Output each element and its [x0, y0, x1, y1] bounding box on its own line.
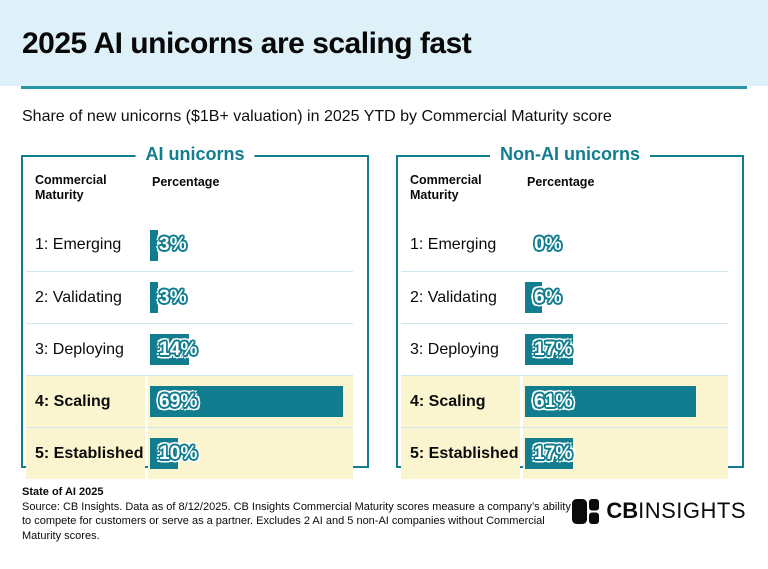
maturity-label: 5: Established — [401, 428, 520, 479]
cbinsights-logo: CBINSIGHTS — [572, 498, 746, 524]
percentage-value: 0% — [534, 234, 562, 255]
percentage-bar-cell: 10% — [148, 428, 353, 479]
percentage-value: 6% — [534, 286, 562, 308]
table-row: 5: Established 10% — [26, 427, 353, 479]
maturity-label: 2: Validating — [35, 288, 122, 306]
column-header-percentage: Percentage — [527, 175, 595, 189]
maturity-label: 1: Emerging — [35, 236, 122, 253]
table-row: 2: Validating 3% — [26, 271, 353, 323]
percentage-value: 17% — [534, 442, 573, 464]
percentage-bar — [525, 386, 696, 417]
cbinsights-logo-icon — [572, 498, 600, 524]
column-headers: Commercial Maturity Percentage — [26, 173, 353, 217]
panel-non-ai-unicorns: Non-AI unicorns Commercial Maturity Perc… — [396, 144, 744, 479]
percentage-bar-cell: 0% — [523, 219, 728, 271]
percentage-bar-cell: 61% — [523, 376, 728, 427]
maturity-label: 1: Emerging — [410, 236, 497, 253]
percentage-value: 14% — [159, 338, 198, 360]
percentage-bar-cell: 69% — [148, 376, 353, 427]
header-band: 2025 AI unicorns are scaling fast — [0, 0, 768, 86]
header-divider — [21, 86, 747, 89]
maturity-label: 3: Deploying — [410, 340, 499, 358]
panels-container: AI unicorns Commercial Maturity Percenta… — [21, 144, 747, 479]
panel-title-ai: AI unicorns — [135, 144, 255, 165]
maturity-label: 4: Scaling — [401, 376, 520, 427]
table-row: 4: Scaling 61% — [401, 375, 728, 427]
table-row: 2: Validating 6% — [401, 271, 728, 323]
percentage-bar — [525, 438, 573, 469]
percentage-bar — [525, 282, 542, 313]
page-title: 2025 AI unicorns are scaling fast — [22, 27, 472, 60]
footer: State of AI 2025 Source: CB Insights. Da… — [22, 485, 746, 544]
percentage-value: 69% — [159, 390, 198, 412]
table-row: 4: Scaling 69% — [26, 375, 353, 427]
footnote-source: Source: CB Insights. Data as of 8/12/202… — [22, 500, 571, 542]
percentage-bar — [150, 334, 190, 365]
maturity-label: 5: Established — [26, 428, 145, 479]
table-row: 5: Established 17% — [401, 427, 728, 479]
percentage-bar — [150, 282, 159, 313]
percentage-bar-cell: 3% — [148, 272, 353, 323]
footnote: State of AI 2025 Source: CB Insights. Da… — [22, 485, 572, 544]
percentage-bar-cell: 17% — [523, 428, 728, 479]
table-row: 1: Emerging 0% — [401, 219, 728, 271]
percentage-bar-cell: 17% — [523, 324, 728, 375]
column-header-percentage: Percentage — [152, 175, 220, 189]
cbinsights-logo-text: CBINSIGHTS — [606, 498, 746, 524]
logo-text-cb: CB — [606, 498, 639, 523]
panel-ai-unicorns: AI unicorns Commercial Maturity Percenta… — [21, 144, 369, 479]
percentage-bar — [150, 386, 344, 417]
percentage-value: 3% — [159, 234, 187, 255]
percentage-bar-cell: 3% — [148, 219, 353, 271]
percentage-value: 3% — [159, 286, 187, 308]
table-row: 3: Deploying 14% — [26, 323, 353, 375]
column-header-commercial-maturity: Commercial Maturity — [35, 173, 107, 202]
table-row: 1: Emerging 3% — [26, 219, 353, 271]
percentage-value: 17% — [534, 338, 573, 360]
percentage-value: 61% — [534, 390, 573, 412]
chart-subtitle: Share of new unicorns ($1B+ valuation) i… — [22, 108, 612, 125]
panel-title-non-ai: Non-AI unicorns — [490, 144, 650, 165]
column-headers: Commercial Maturity Percentage — [401, 173, 728, 217]
percentage-bar — [150, 438, 178, 469]
maturity-label: 2: Validating — [410, 288, 497, 306]
percentage-bar-cell: 6% — [523, 272, 728, 323]
percentage-bar — [525, 334, 573, 365]
column-header-commercial-maturity: Commercial Maturity — [410, 173, 482, 202]
table-row: 3: Deploying 17% — [401, 323, 728, 375]
percentage-value: 10% — [159, 442, 198, 464]
percentage-bar-cell: 14% — [148, 324, 353, 375]
footnote-title: State of AI 2025 — [22, 486, 104, 498]
maturity-label: 4: Scaling — [26, 376, 145, 427]
percentage-bar — [150, 229, 159, 261]
maturity-label: 3: Deploying — [35, 340, 124, 358]
logo-text-insights: INSIGHTS — [638, 498, 746, 523]
